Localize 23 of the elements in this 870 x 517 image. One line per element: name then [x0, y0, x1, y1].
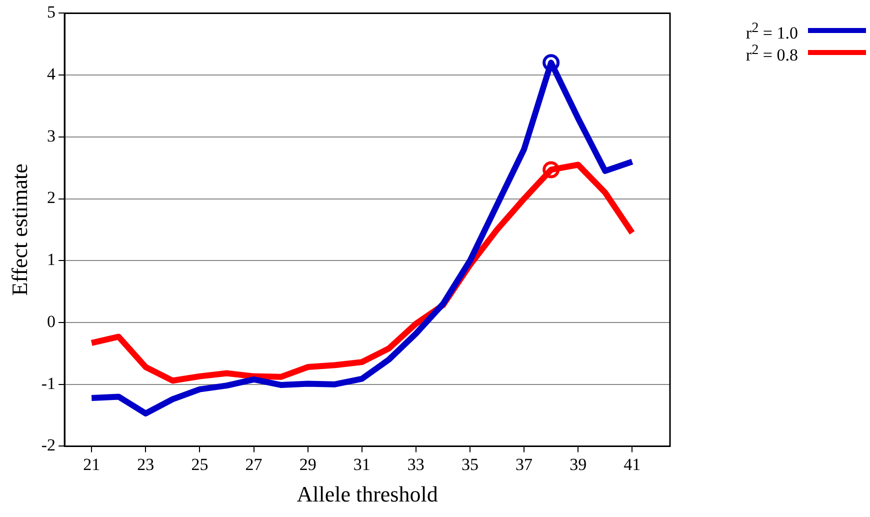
- x-tick-label: 39: [570, 454, 587, 474]
- x-tick-label: 23: [137, 454, 154, 474]
- x-tick-label: 29: [299, 454, 316, 474]
- y-tick-label: 3: [47, 126, 56, 146]
- y-tick-label: 4: [47, 64, 56, 84]
- x-tick-label: 31: [353, 454, 370, 474]
- x-tick-label: 21: [83, 454, 100, 474]
- y-tick-label: -2: [41, 436, 56, 455]
- x-axis-title: Allele threshold: [296, 482, 438, 507]
- x-tick-label: 35: [461, 454, 478, 474]
- x-tick-label: 27: [245, 454, 263, 474]
- x-tick-label: 37: [516, 454, 534, 474]
- x-tick-label: 33: [407, 454, 424, 474]
- x-tick-label: 41: [624, 454, 641, 474]
- x-tick-label: 25: [191, 454, 208, 474]
- y-tick-label: -1: [41, 374, 56, 393]
- y-axis-title: Effect estimate: [6, 164, 32, 296]
- y-tick-label: 5: [47, 2, 56, 22]
- legend-label: r$^{2}$ = 1.0: [746, 20, 798, 43]
- y-tick-label: 0: [47, 312, 56, 331]
- y-tick-label: 2: [47, 188, 56, 208]
- y-tick-label: 1: [47, 250, 56, 270]
- legend-label: r$^{2}$ = 0.8: [746, 42, 798, 64]
